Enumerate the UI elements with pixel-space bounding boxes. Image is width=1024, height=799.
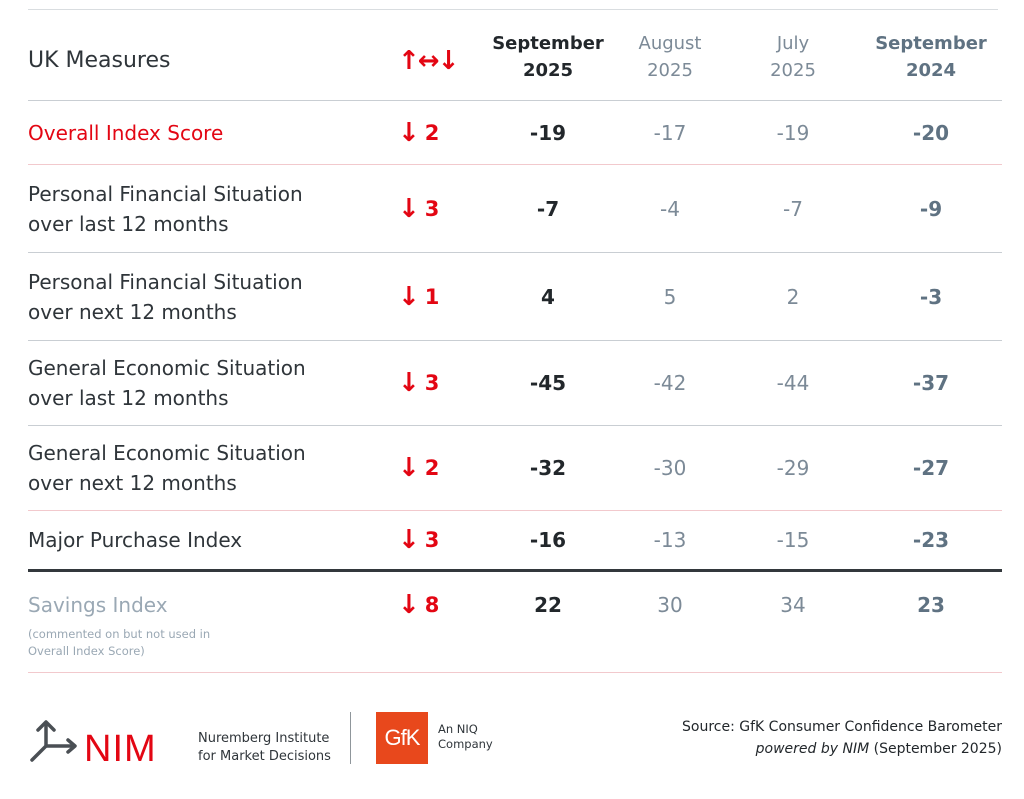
value-jul-2025: -19 [776,120,810,145]
arrow-down-icon: ↓ [398,453,420,483]
arrow-down-icon: ↓ [398,193,420,224]
row-separator [28,340,1002,341]
value-jul-2025: 34 [780,593,806,617]
value-jul-2025: -44 [776,371,810,395]
measure-label: Personal Financial Situation over next 1… [28,269,303,324]
arrow-down-icon: ↓ [398,117,420,148]
row-separator [28,672,1002,673]
measure-label: Major Purchase Index [28,528,243,552]
change-indicator: ↓ 3 [398,368,440,398]
source-line: Source: GfK Consumer Confidence Baromete… [682,719,1002,735]
change-direction-icon: ↑↔↓ [398,46,459,76]
table-title: UK Measures [28,48,171,73]
value-jul-2025: -7 [783,196,803,221]
value-sep-2024: -23 [912,528,950,552]
change-indicator: ↓ 1 [398,281,440,312]
value-aug-2025: -42 [653,371,687,395]
value-jul-2025: 2 [786,284,800,309]
value-aug-2025: 30 [657,593,683,617]
table-row-overall-index: Overall Index Score ↓ 2 -19 -17 -19 -20 [28,101,1002,164]
table-row-savings-index: Savings Index ↓ 8 22 30 34 23 [28,573,1002,637]
nim-logo-text: NIM [84,728,157,766]
powered-by-line: powered by NIM (September 2025) [682,738,1002,760]
row-separator [28,164,1002,165]
change-indicator: ↓ 3 [398,193,440,224]
savings-separator [28,569,1002,572]
table-row-pfs-last-12: Personal Financial Situation over last 1… [28,165,1002,252]
arrow-down-icon: ↓ [398,525,420,555]
top-rule [28,9,998,10]
value-sep-2024: -9 [919,196,943,221]
value-sep-2025: -16 [529,528,567,552]
measure-label: General Economic Situation over next 12 … [28,441,306,495]
measure-label: Savings Index [28,593,168,617]
change-indicator: ↓ 3 [398,525,440,555]
gfk-tagline: An NIQ Company [438,722,493,751]
arrow-down-icon: ↓ [398,368,420,398]
value-sep-2024: -3 [919,284,943,309]
table-row-pfs-next-12: Personal Financial Situation over next 1… [28,253,1002,340]
nim-full-name: Nuremberg Institute for Market Decisions [198,731,331,764]
gfk-logo: GfK [376,712,428,764]
value-jul-2025: -29 [776,456,810,480]
measure-label: Overall Index Score [28,120,224,145]
value-sep-2025: -7 [536,196,560,221]
table-row-ges-last-12: General Economic Situation over last 12 … [28,341,1002,425]
value-sep-2024: -20 [912,120,950,145]
header-separator [28,100,1002,101]
change-indicator: ↓ 2 [398,453,440,483]
logo-divider [350,712,351,764]
table-row-major-purchase: Major Purchase Index ↓ 3 -16 -13 -15 -23 [28,511,1002,569]
powered-date: (September 2025) [873,741,1002,757]
value-sep-2025: 4 [541,284,555,309]
value-aug-2025: -13 [653,528,687,552]
col-header-sep-2025: September 2025 [492,33,604,81]
source-credit: Source: GfK Consumer Confidence Baromete… [682,716,1002,760]
table-header: UK Measures ↑↔↓ September 2025 August 20… [28,22,1002,100]
value-jul-2025: -15 [776,528,810,552]
table-row-ges-next-12: General Economic Situation over next 12 … [28,426,1002,510]
arrow-down-icon: ↓ [398,590,420,620]
value-sep-2024: 23 [917,593,945,617]
value-sep-2025: 22 [534,593,562,617]
change-indicator: ↓ 2 [398,117,440,148]
value-sep-2025: -19 [529,120,567,145]
col-header-sep-2024: September 2024 [875,33,987,81]
footer: NIM Nuremberg Institute for Market Decis… [0,700,1024,799]
value-aug-2025: -30 [653,456,687,480]
change-indicator: ↓ 8 [398,590,440,620]
value-aug-2025: 5 [663,284,677,309]
value-sep-2024: -37 [912,371,950,395]
nim-arrow-icon [30,720,77,762]
col-header-aug-2025: August 2025 [638,33,702,81]
row-separator [28,425,1002,426]
row-separator [28,510,1002,511]
arrow-down-icon: ↓ [398,281,420,312]
measure-label: General Economic Situation over last 12 … [28,356,306,410]
value-sep-2025: -45 [529,371,567,395]
row-separator [28,252,1002,253]
value-aug-2025: -4 [660,196,680,221]
powered-by: powered by NIM [755,741,870,757]
value-sep-2024: -27 [912,456,950,480]
nim-logo: NIM [28,710,188,770]
measure-label: Personal Financial Situation over last 1… [28,181,303,236]
value-sep-2025: -32 [529,456,567,480]
savings-note: (commented on but not used in Overall In… [28,627,211,658]
col-header-jul-2025: July 2025 [770,33,816,81]
value-aug-2025: -17 [653,120,687,145]
